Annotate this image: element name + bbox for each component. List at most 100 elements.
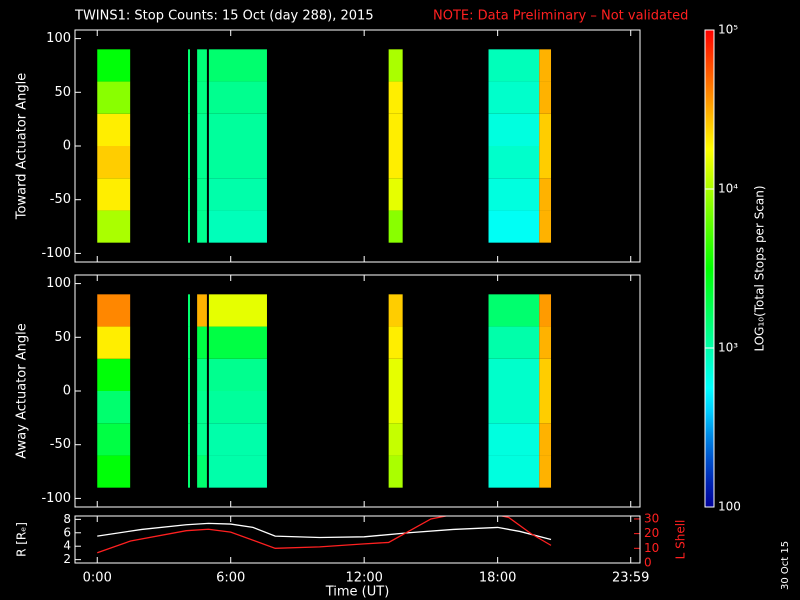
heatmap-cell — [488, 455, 540, 488]
heatmap-cell — [388, 391, 403, 424]
heatmap-cell — [539, 178, 552, 211]
y2-tick-label: 0 — [644, 556, 652, 570]
y-tick-label: 50 — [54, 85, 71, 100]
heatmap-cell — [488, 49, 540, 82]
heatmap-cell — [197, 423, 207, 456]
heatmap-cell — [97, 326, 131, 359]
y-tick-label: 8 — [63, 512, 71, 526]
heatmap-cell — [97, 113, 131, 146]
heatmap-cell — [208, 113, 267, 146]
heatmap-cell — [388, 210, 403, 243]
heatmap-cell — [97, 294, 131, 327]
y-tick-label: 100 — [46, 31, 71, 46]
heatmap-cell — [208, 146, 267, 179]
heatmap-cell — [188, 358, 191, 391]
heatmap-cell — [488, 210, 540, 243]
heatmap-cell — [188, 391, 191, 424]
heatmap-cell — [539, 210, 552, 243]
y2-axis-label: L Shell — [674, 520, 688, 560]
heatmap-cell — [488, 146, 540, 179]
heatmap-cell — [188, 113, 191, 146]
heatmap-cell — [97, 391, 131, 424]
colorbar-tick-label: 10³ — [718, 341, 738, 355]
heatmap-cell — [197, 294, 207, 327]
heatmap-cell — [488, 178, 540, 211]
heatmap-cell — [97, 455, 131, 488]
heatmap-cell — [97, 178, 131, 211]
heatmap-cell — [388, 113, 403, 146]
y-tick-label: 100 — [46, 276, 71, 291]
x-tick-label: 6:00 — [216, 571, 245, 586]
heatmap-cell — [188, 81, 191, 114]
heatmap-cell — [388, 178, 403, 211]
heatmap-cell — [97, 49, 131, 82]
heatmap-cell — [197, 146, 207, 179]
x-tick-label: 18:00 — [479, 571, 516, 586]
y-tick-label: -50 — [50, 437, 71, 452]
x-tick-label: 23:59 — [612, 571, 649, 586]
heatmap-cell — [208, 326, 267, 359]
heatmap-cell — [188, 423, 191, 456]
colorbar-label: LOG₁₀(Total Stops per Scan) — [753, 185, 767, 351]
colorbar-tick-label: 10⁵ — [718, 23, 738, 37]
heatmap-cell — [197, 391, 207, 424]
panel-frame — [74, 29, 641, 263]
heatmap-cell — [388, 81, 403, 114]
y-tick-label: 0 — [63, 384, 71, 399]
heatmap-cell — [539, 113, 552, 146]
y2-tick-label: 30 — [644, 511, 659, 525]
heatmap-cell — [208, 455, 267, 488]
heatmap-cell — [188, 326, 191, 359]
heatmap-cell — [388, 455, 403, 488]
heatmap-cell — [539, 146, 552, 179]
heatmap-cell — [197, 178, 207, 211]
y-axis-label: R [Rₑ] — [15, 522, 29, 557]
heatmap-cell — [488, 358, 540, 391]
heatmap-cell — [197, 455, 207, 488]
note: NOTE: Data Preliminary – Not validated — [433, 9, 688, 24]
heatmap-cell — [97, 146, 131, 179]
y-axis-label: Toward Actuator Angle — [15, 73, 30, 220]
panel-frame — [74, 274, 641, 508]
heatmap-cell — [97, 210, 131, 243]
colorbar — [704, 29, 715, 508]
heatmap-cell — [388, 146, 403, 179]
y-tick-label: -100 — [41, 246, 71, 261]
heatmap-cell — [208, 178, 267, 211]
heatmap-cell — [208, 423, 267, 456]
y-tick-label: 50 — [54, 330, 71, 345]
heatmap-cell — [388, 49, 403, 82]
heatmap-cell — [197, 210, 207, 243]
heatmap-cell — [488, 423, 540, 456]
heatmap-cell — [188, 49, 191, 82]
heatmap-cell — [188, 146, 191, 179]
heatmap-cell — [197, 358, 207, 391]
heatmap-cell — [388, 294, 403, 327]
x-axis-label: Time (UT) — [325, 585, 390, 600]
y-tick-label: 4 — [63, 539, 71, 553]
series-line — [97, 516, 552, 554]
y-tick-label: -100 — [41, 491, 71, 506]
heatmap-cell — [488, 391, 540, 424]
heatmap-cell — [539, 81, 552, 114]
heatmap-cell — [388, 326, 403, 359]
colorbar-tick-label: 10⁴ — [718, 182, 738, 196]
heatmap-cell — [197, 113, 207, 146]
colorbar-tick-label: 100 — [718, 500, 741, 514]
panel-frame — [74, 515, 641, 564]
y-tick-label: 2 — [63, 552, 71, 566]
heatmap-cell — [539, 294, 552, 327]
y-tick-label: 0 — [63, 139, 71, 154]
heatmap-cell — [188, 294, 191, 327]
heatmap-cell — [197, 326, 207, 359]
heatmap-cell — [188, 210, 191, 243]
x-tick-label: 0:00 — [83, 571, 112, 586]
heatmap-cell — [97, 81, 131, 114]
heatmap-cell — [488, 113, 540, 146]
y-tick-label: -50 — [50, 192, 71, 207]
heatmap-cell — [539, 358, 552, 391]
y-axis-label: Away Actuator Angle — [15, 323, 30, 458]
heatmap-cell — [208, 358, 267, 391]
y2-tick-label: 10 — [644, 541, 659, 555]
heatmap-cell — [539, 326, 552, 359]
